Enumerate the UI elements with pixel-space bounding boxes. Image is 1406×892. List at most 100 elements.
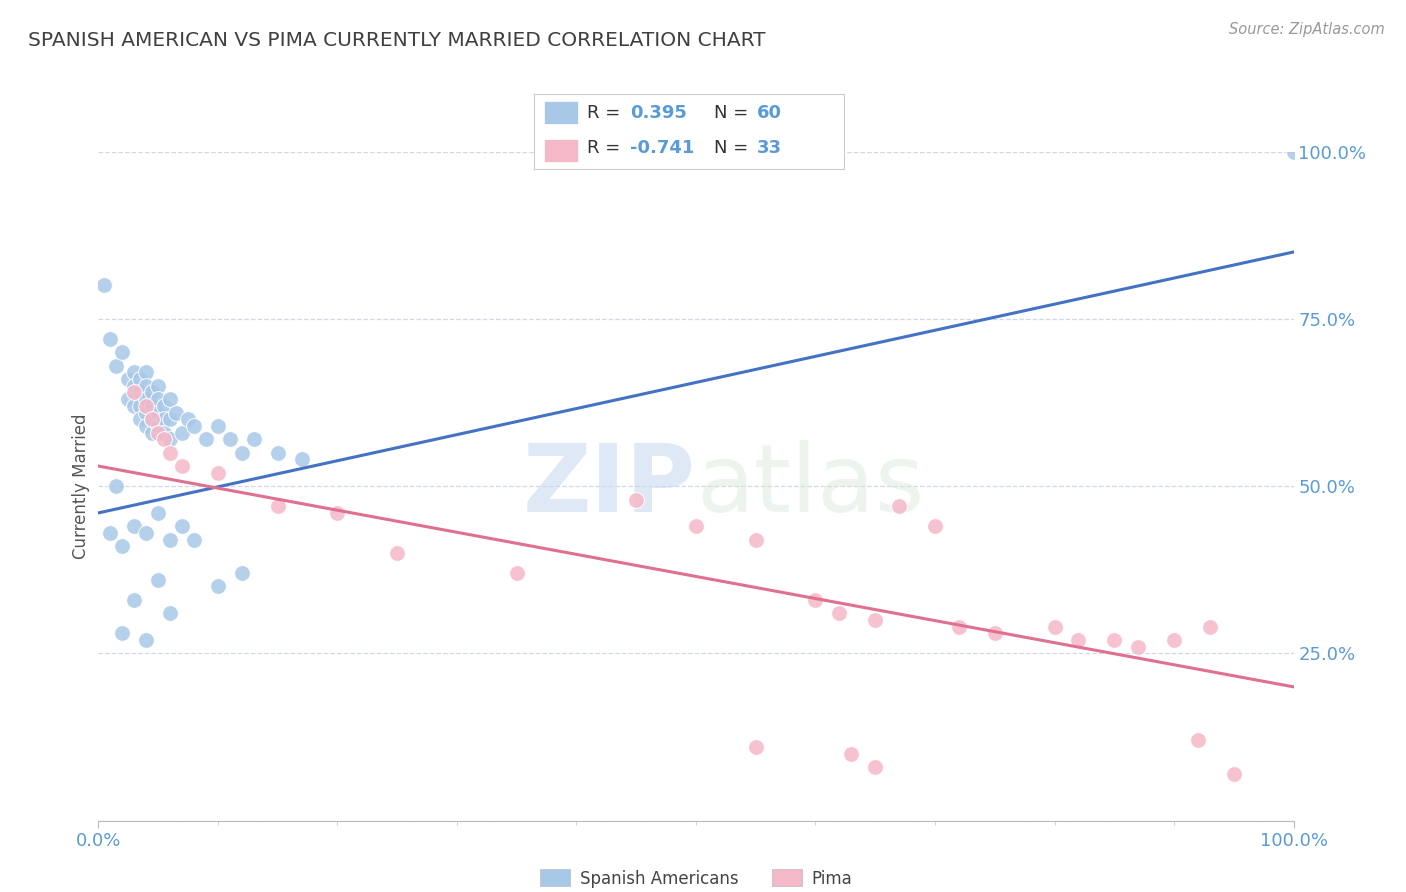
Point (159, 392, 181, 407)
Bar (544, 101, 578, 124)
Point (141, 385, 163, 400)
Point (93, 278, 115, 293)
Point (148, 392, 170, 407)
Point (117, 392, 139, 407)
Text: SPANISH AMERICAN VS PIMA CURRENTLY MARRIED CORRELATION CHART: SPANISH AMERICAN VS PIMA CURRENTLY MARRI… (28, 31, 766, 50)
Point (863, 760, 886, 774)
Point (129, 385, 152, 400)
Point (624, 492, 647, 507)
Point (129, 399, 152, 413)
Point (165, 405, 187, 419)
Point (111, 345, 134, 359)
Point (172, 425, 194, 440)
Point (183, 418, 205, 433)
Point (148, 405, 170, 419)
Point (148, 425, 170, 440)
Point (219, 432, 242, 446)
Point (242, 432, 264, 446)
Point (804, 592, 827, 607)
Point (135, 418, 157, 433)
Point (111, 626, 134, 640)
Point (141, 412, 163, 426)
Point (828, 607, 851, 621)
Point (983, 626, 1005, 640)
Point (153, 425, 176, 440)
Bar (544, 139, 578, 161)
Point (177, 412, 200, 426)
Text: R =: R = (586, 139, 626, 157)
Point (385, 546, 409, 560)
Point (1282, 145, 1305, 159)
Point (1102, 633, 1125, 648)
Point (889, 500, 911, 514)
Point (135, 405, 157, 419)
Text: R =: R = (586, 103, 626, 121)
Point (1222, 766, 1246, 781)
Point (124, 366, 146, 380)
Point (124, 378, 146, 392)
Point (148, 418, 170, 433)
Legend: Spanish Americans, Pima: Spanish Americans, Pima (533, 863, 859, 892)
Point (745, 533, 768, 547)
Point (194, 432, 217, 446)
Point (924, 519, 946, 533)
Point (231, 566, 253, 581)
Point (207, 580, 229, 594)
Text: N =: N = (714, 139, 754, 157)
Point (98, 525, 122, 540)
Point (267, 445, 290, 460)
Point (172, 458, 194, 473)
Point (117, 372, 139, 386)
Point (1187, 733, 1209, 747)
Text: Source: ZipAtlas.com: Source: ZipAtlas.com (1229, 22, 1385, 37)
Point (135, 392, 157, 407)
Point (685, 519, 707, 533)
Point (129, 412, 152, 426)
Point (135, 525, 157, 540)
Text: N =: N = (714, 103, 754, 121)
Point (1043, 619, 1066, 633)
Point (135, 378, 157, 392)
Point (141, 425, 163, 440)
Point (1128, 640, 1150, 654)
Point (290, 452, 312, 467)
Text: 33: 33 (756, 139, 782, 157)
Text: 60: 60 (756, 103, 782, 121)
Point (159, 607, 181, 621)
Point (948, 619, 970, 633)
Point (183, 533, 205, 547)
Point (135, 633, 157, 648)
Point (159, 432, 181, 446)
Point (207, 466, 229, 480)
Point (326, 506, 349, 520)
Point (124, 385, 146, 400)
Point (153, 399, 176, 413)
Point (124, 399, 146, 413)
Point (839, 747, 862, 761)
Point (124, 592, 146, 607)
Point (1163, 633, 1185, 648)
Text: 0.395: 0.395 (630, 103, 688, 121)
Point (153, 432, 176, 446)
Point (141, 412, 163, 426)
Point (111, 539, 134, 553)
Point (135, 399, 157, 413)
Point (148, 378, 170, 392)
Point (172, 519, 194, 533)
Point (207, 418, 229, 433)
Point (148, 506, 170, 520)
Point (148, 573, 170, 587)
Point (506, 566, 529, 581)
Point (135, 366, 157, 380)
Point (159, 412, 181, 426)
Point (105, 359, 128, 373)
Text: -0.741: -0.741 (630, 139, 695, 157)
Point (863, 613, 886, 627)
Point (1067, 633, 1090, 648)
Point (159, 533, 181, 547)
Text: ZIP: ZIP (523, 440, 696, 533)
Point (231, 445, 253, 460)
Point (159, 445, 181, 460)
Point (124, 519, 146, 533)
Y-axis label: Currently Married: Currently Married (72, 413, 90, 559)
